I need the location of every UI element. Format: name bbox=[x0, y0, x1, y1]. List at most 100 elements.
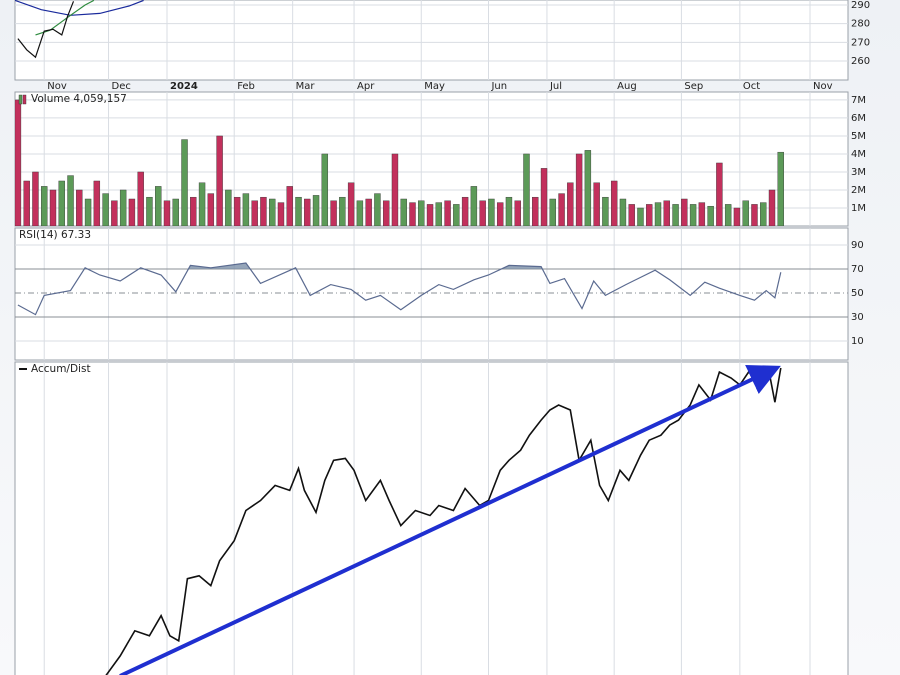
volume-bar bbox=[488, 198, 495, 226]
volume-bar bbox=[751, 204, 758, 226]
x-tick-label: Nov bbox=[813, 81, 833, 92]
x-tick-label: Jul bbox=[549, 81, 562, 92]
volume-bar bbox=[567, 182, 574, 226]
line bbox=[15, 0, 144, 16]
volume-bar bbox=[295, 196, 302, 226]
volume-bar bbox=[277, 202, 285, 226]
volume-bar bbox=[681, 198, 688, 226]
y-tick-label: 10 bbox=[851, 336, 864, 347]
volume-bar bbox=[58, 180, 65, 226]
x-tick-label: May bbox=[424, 81, 445, 92]
volume-bar bbox=[663, 200, 670, 226]
volume-bar bbox=[347, 182, 355, 226]
volume-bar bbox=[426, 204, 434, 226]
panel-content bbox=[15, 92, 848, 226]
volume-bar bbox=[382, 200, 390, 226]
panel-content bbox=[15, 0, 848, 80]
x-tick-label: Jun bbox=[490, 81, 507, 92]
volume-bar bbox=[93, 180, 101, 226]
volume-bar bbox=[549, 198, 556, 226]
volume-bar bbox=[435, 202, 443, 226]
volume-bar bbox=[619, 198, 627, 226]
volume-bar bbox=[119, 189, 127, 226]
volume-bar bbox=[724, 204, 732, 226]
volume-bar bbox=[453, 204, 460, 226]
volume-bar bbox=[461, 196, 469, 226]
volume-bar bbox=[409, 202, 416, 226]
volume-bar bbox=[716, 162, 723, 226]
volume-bar bbox=[374, 193, 381, 226]
volume-bar bbox=[181, 139, 188, 226]
panel bbox=[14, 0, 849, 81]
volume-bar bbox=[646, 204, 653, 226]
line bbox=[17, 1, 75, 59]
volume-bar bbox=[558, 193, 565, 226]
trend-arrow bbox=[119, 365, 781, 675]
line bbox=[17, 262, 782, 316]
y-tick-label: 7M bbox=[851, 95, 866, 106]
volume-bar bbox=[251, 200, 258, 226]
volume-bar bbox=[733, 207, 741, 226]
panel bbox=[14, 227, 849, 361]
volume-bar bbox=[418, 200, 425, 226]
volume-bar bbox=[321, 153, 329, 226]
y-tick-label: 280 bbox=[851, 19, 870, 30]
y-tick-label: 6M bbox=[851, 113, 866, 124]
volume-bar bbox=[777, 151, 784, 226]
panel-title: Volume 4,059,157 bbox=[31, 93, 127, 105]
legend-icon bbox=[22, 94, 27, 105]
volume-bar bbox=[172, 198, 179, 226]
volume-bar bbox=[216, 135, 223, 226]
volume-bar bbox=[49, 189, 57, 226]
panel bbox=[14, 91, 849, 227]
y-tick-label: 270 bbox=[851, 37, 870, 48]
x-tick-label: Feb bbox=[237, 81, 255, 92]
panel-title: RSI(14) 67.33 bbox=[19, 229, 91, 241]
y-tick-label: 260 bbox=[851, 56, 870, 67]
volume-bar bbox=[242, 193, 250, 226]
x-tick-label: 2024 bbox=[170, 81, 198, 92]
x-tick-label: Nov bbox=[47, 81, 67, 92]
volume-bar bbox=[304, 198, 311, 226]
volume-bar bbox=[610, 180, 618, 226]
y-tick-label: 50 bbox=[851, 288, 864, 299]
volume-bar bbox=[400, 198, 407, 226]
x-tick-label: Sep bbox=[684, 81, 703, 92]
volume-bar bbox=[532, 196, 539, 226]
volume-bar bbox=[602, 196, 609, 226]
volume-bar bbox=[768, 189, 776, 226]
volume-bar bbox=[190, 196, 197, 226]
volume-bar bbox=[637, 207, 644, 226]
legend-icon bbox=[18, 94, 23, 105]
x-tick-label: Aug bbox=[617, 81, 637, 92]
panel-title: Accum/Dist bbox=[31, 363, 91, 375]
line bbox=[35, 0, 95, 36]
volume-bar bbox=[654, 202, 662, 226]
volume-bar bbox=[496, 202, 504, 226]
panel-content bbox=[15, 228, 848, 360]
volume-bar bbox=[84, 198, 92, 226]
volume-bar bbox=[470, 186, 478, 226]
volume-bar bbox=[742, 200, 749, 226]
volume-bar bbox=[312, 195, 320, 226]
volume-bar bbox=[76, 189, 83, 226]
volume-bar bbox=[330, 200, 337, 226]
volume-bar bbox=[444, 200, 451, 226]
x-tick-label: Dec bbox=[112, 81, 131, 92]
volume-bar bbox=[339, 196, 346, 226]
y-tick-label: 5M bbox=[851, 131, 866, 142]
x-tick-label: Mar bbox=[296, 81, 316, 92]
volume-bar bbox=[707, 205, 714, 226]
volume-bar bbox=[198, 182, 206, 226]
volume-bar bbox=[365, 198, 372, 226]
y-tick-label: 2M bbox=[851, 185, 866, 196]
volume-bar bbox=[269, 198, 276, 226]
volume-bar bbox=[628, 204, 635, 226]
panel bbox=[14, 361, 849, 675]
y-tick-label: 30 bbox=[851, 312, 864, 323]
x-tick-label: Apr bbox=[357, 81, 375, 92]
volume-bar bbox=[111, 200, 118, 226]
volume-bar bbox=[225, 189, 232, 226]
volume-bar bbox=[163, 200, 171, 226]
y-tick-label: 3M bbox=[851, 167, 866, 178]
